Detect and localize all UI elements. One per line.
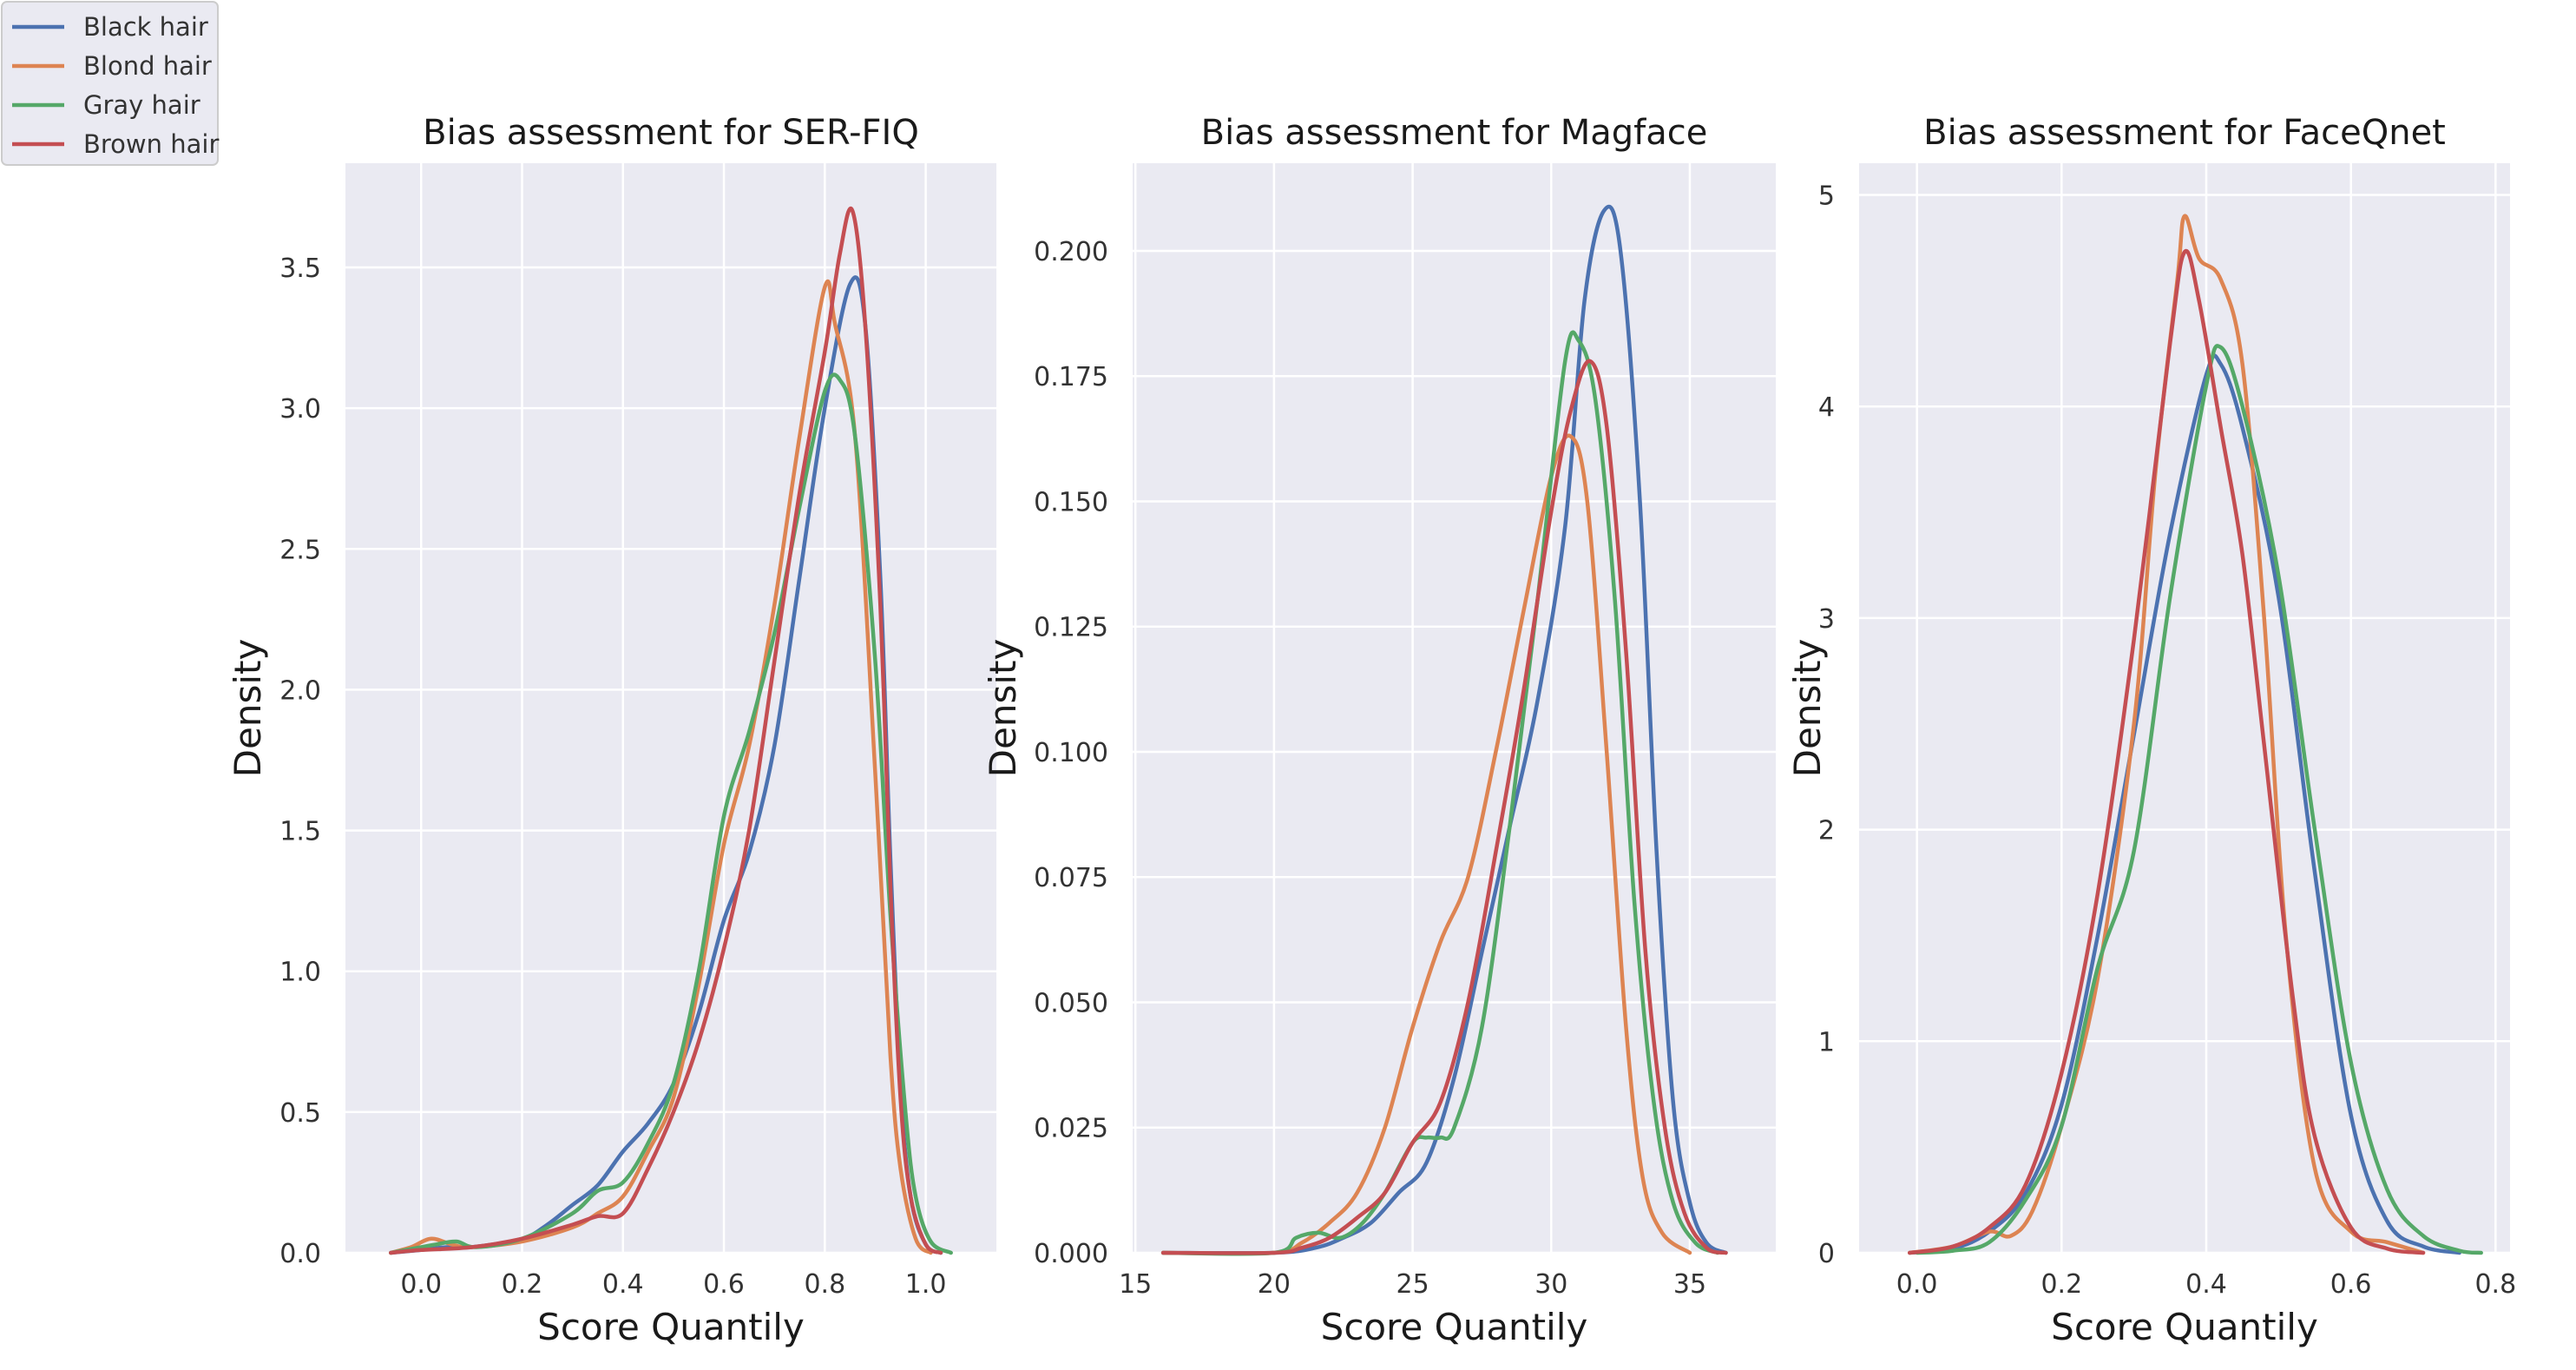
x-axis-label: Score Quantily — [2051, 1306, 2318, 1348]
y-tick-label: 1 — [1818, 1027, 1835, 1057]
x-tick-label: 0.8 — [2474, 1269, 2516, 1300]
series-line-black-hair — [1908, 353, 2461, 1255]
legend: Black hair Blond hair Gray hair Brown hair — [1, 1, 219, 166]
x-tick-label: 0.0 — [400, 1269, 442, 1300]
y-tick-label: 5 — [1818, 181, 1835, 212]
legend-label-blond-hair: Blond hair — [83, 51, 212, 81]
plot-area — [1859, 163, 2510, 1253]
legend-frame — [1, 1, 219, 166]
y-tick-label: 3 — [1818, 604, 1835, 635]
y-tick-label: 1.0 — [279, 958, 321, 988]
y-tick-label: 0.075 — [1034, 863, 1108, 893]
y-tick-label: 0.050 — [1034, 988, 1108, 1018]
chart-panel-1: 0.0 0.2 0.4 0.6 0.8 1.0 0.0 0.5 1.0 1.5 2.0 2.5 3.0 3… — [227, 113, 996, 1348]
legend-label-gray-hair: Gray hair — [83, 90, 200, 120]
series-line-brown-hair — [1160, 359, 1728, 1255]
series-line-brown-hair — [1908, 248, 2426, 1255]
legend-label-brown-hair: Brown hair — [83, 129, 219, 159]
y-tick-label: 2.0 — [279, 675, 321, 706]
x-tick-label: 0.0 — [1896, 1269, 1938, 1300]
x-tick-label: 0.6 — [2330, 1269, 2372, 1300]
x-tick-label: 15 — [1119, 1269, 1152, 1300]
x-axis-label: Score Quantily — [1321, 1306, 1588, 1348]
y-tick-label: 2.5 — [279, 535, 321, 565]
y-tick-label: 0.200 — [1034, 237, 1108, 267]
y-tick-label: 0.0 — [279, 1239, 321, 1269]
x-tick-label: 0.6 — [703, 1269, 745, 1300]
y-tick-label: 0.5 — [279, 1098, 321, 1129]
chart-title: Bias assessment for FaceQnet — [1923, 113, 2446, 153]
chart-title: Bias assessment for SER-FIQ — [423, 113, 919, 153]
y-tick-label: 0 — [1818, 1239, 1835, 1269]
y-tick-label: 0.100 — [1034, 738, 1108, 768]
y-axis-label: Density — [227, 639, 269, 778]
x-tick-label: 35 — [1673, 1269, 1706, 1300]
y-tick-label: 0.025 — [1034, 1114, 1108, 1144]
y-axis-label: Density — [982, 639, 1024, 778]
x-tick-label: 0.2 — [2040, 1269, 2082, 1300]
series-line-brown-hair — [389, 207, 943, 1255]
x-tick-label: 30 — [1534, 1269, 1567, 1300]
chart-title: Bias assessment for Magface — [1201, 113, 1708, 153]
series-line-gray-hair — [1915, 344, 2483, 1255]
y-tick-label: 1.5 — [279, 817, 321, 847]
legend-label-black-hair: Black hair — [83, 12, 208, 42]
chart-panels: 0.0 0.2 0.4 0.6 0.8 1.0 0.0 0.5 1.0 1.5 2.0 2.5 3.0 3… — [227, 113, 2516, 1348]
y-tick-label: 2 — [1818, 816, 1835, 846]
x-tick-label: 0.4 — [2185, 1269, 2227, 1300]
plot-area — [1133, 163, 1776, 1253]
chart-panel-3: 0.0 0.2 0.4 0.6 0.8 0 1 2 3 4 5 Bias assessment for… — [1786, 113, 2516, 1348]
x-tick-label: 1.0 — [905, 1269, 947, 1300]
series-line-gray-hair — [1160, 330, 1720, 1256]
y-tick-label: 3.5 — [279, 254, 321, 284]
y-axis-label: Density — [1786, 639, 1829, 778]
x-tick-label: 0.2 — [502, 1269, 543, 1300]
series-line-black-hair — [1160, 204, 1728, 1255]
plot-area — [345, 163, 996, 1253]
x-tick-label: 0.8 — [804, 1269, 845, 1300]
x-axis-label: Score Quantily — [537, 1306, 805, 1348]
x-tick-label: 20 — [1258, 1269, 1291, 1300]
x-tick-label: 0.4 — [602, 1269, 644, 1300]
chart-panel-2: 15 20 25 30 35 0.000 0.025 0.050 0.075 0.100 0.125… — [982, 113, 1776, 1348]
series-line-blond-hair — [1160, 433, 1692, 1256]
y-tick-label: 0.000 — [1034, 1239, 1108, 1269]
y-tick-label: 4 — [1818, 392, 1835, 423]
x-tick-label: 25 — [1396, 1269, 1429, 1300]
y-tick-label: 0.125 — [1034, 613, 1108, 643]
y-tick-label: 0.150 — [1034, 487, 1108, 517]
y-tick-label: 3.0 — [279, 394, 321, 425]
y-tick-label: 0.175 — [1034, 362, 1108, 392]
